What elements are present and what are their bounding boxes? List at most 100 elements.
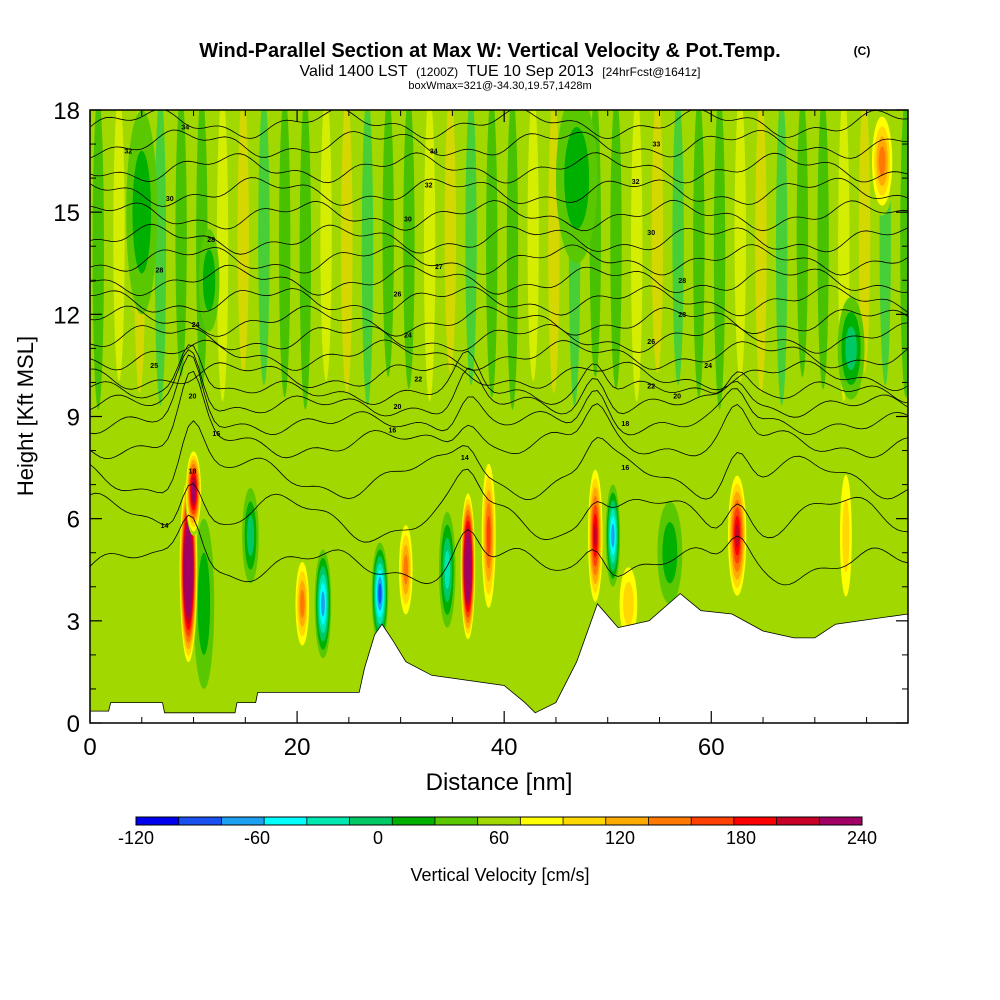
theta-contour-line: [90, 264, 908, 296]
theta-contour-line: [90, 349, 908, 418]
velocity-streak: [278, 110, 291, 398]
downdraft-contour: [202, 249, 216, 311]
theta-contours: [90, 110, 908, 586]
contour-label: 16: [212, 431, 220, 438]
velocity-cells: [126, 110, 895, 689]
velocity-streak: [444, 110, 457, 373]
downdraft-contour: [845, 326, 857, 371]
velocity-streak: [423, 110, 436, 402]
colorbar-swatch: [477, 817, 521, 825]
colorbar-swatch: [733, 817, 777, 825]
contour-label: 26: [394, 291, 402, 298]
updraft-contour: [187, 560, 190, 580]
box-wmax-info: boxWmax=321@-34.30,19.57,1428m: [408, 80, 591, 92]
contour-label: 16: [388, 428, 396, 435]
velocity-streak: [734, 110, 746, 382]
contour-label: 32: [124, 148, 132, 155]
contour-label: 18: [189, 468, 197, 475]
contour-label: 16: [621, 465, 629, 472]
contour-label: 34: [430, 148, 438, 155]
velocity-streak: [299, 110, 312, 410]
velocity-streak: [506, 110, 519, 410]
theta-contour-line: [90, 244, 908, 276]
velocity-streak: [796, 110, 809, 377]
contour-label: 24: [404, 332, 412, 339]
x-tick-label: 0: [83, 734, 96, 761]
contour-label: 28: [155, 268, 163, 275]
colorbar-swatch: [691, 817, 735, 825]
theta-contour-line: [90, 284, 908, 317]
contour-label: 22: [414, 377, 422, 384]
colorbar-swatch: [221, 817, 265, 825]
updraft-contour: [878, 146, 886, 176]
colorbar-tick-label: 60: [489, 828, 509, 848]
theta-contour-line: [90, 468, 908, 543]
contour-label: 14: [461, 455, 469, 462]
theta-contour-line: [90, 110, 908, 140]
velocity-streak: [610, 110, 622, 390]
valid-time-line: Valid 1400 LST (1200Z) TUE 10 Sep 2013 […: [299, 63, 700, 80]
chart-title: Wind-Parallel Section at Max W: Vertical…: [199, 40, 780, 62]
downdraft-contour: [246, 515, 255, 557]
updraft-contour: [403, 554, 409, 585]
colorbar-swatch: [392, 817, 436, 825]
x-tick-label: 40: [491, 734, 518, 761]
velocity-streaks: [92, 110, 908, 410]
velocity-streak: [755, 110, 767, 394]
contour-label: 28: [207, 237, 215, 244]
terrain-mask: [90, 593, 908, 723]
velocity-streak: [382, 110, 394, 377]
velocity-streak: [465, 110, 477, 386]
valid-date: TUE 10 Sep 2013: [467, 63, 594, 80]
contour-label: 34: [181, 125, 189, 132]
velocity-streak: [817, 110, 829, 390]
contour-label: 28: [678, 278, 686, 285]
downdraft-contour: [321, 591, 325, 617]
plot-area: 34 32 30 28 28 24 25 20 16 18 14 34 32 30 27 26 24 22 20 16…: [90, 110, 908, 723]
downdraft-contour: [444, 550, 450, 590]
theta-contour-line: [90, 152, 908, 184]
theta-contour-line: [90, 199, 908, 232]
y-tick-label: 12: [53, 302, 80, 329]
contour-label: 30: [404, 216, 412, 223]
contour-label: 30: [166, 196, 174, 203]
colorbar-swatch: [819, 817, 863, 825]
updraft-contour: [593, 522, 597, 549]
contour-label: 32: [632, 179, 640, 186]
colorbar: -120 -60 0 60 120 180 240: [118, 816, 877, 848]
velocity-streak: [858, 110, 871, 373]
updraft-contour: [486, 516, 491, 556]
downdraft-contour: [564, 127, 590, 230]
contour-label: 22: [647, 383, 655, 390]
velocity-streak: [92, 110, 104, 410]
contour-label: 20: [189, 394, 197, 401]
colorbar-tick-label: 180: [726, 828, 756, 848]
colorbar-tick-label: 240: [847, 828, 877, 848]
contour-label: 24: [192, 322, 200, 329]
y-tick-label: 9: [67, 405, 80, 432]
theta-contour-line: [90, 370, 908, 460]
theta-contour-line: [90, 514, 908, 586]
axes: 0 20 40 60 0 3 6 9 12 15 18: [53, 98, 908, 761]
contour-label: 14: [161, 523, 169, 530]
colorbar-tick-label: 120: [605, 828, 635, 848]
contour-label: 33: [652, 142, 660, 149]
contour-label: 18: [621, 421, 629, 428]
colorbar-swatch: [776, 817, 820, 825]
colorbar-swatch: [605, 817, 649, 825]
y-axis-label: Height [Kft MSL]: [13, 336, 38, 496]
updraft-contour: [842, 499, 850, 573]
downdraft-contour: [132, 150, 152, 274]
y-tick-label: 3: [67, 609, 80, 636]
contour-label: 32: [425, 182, 433, 189]
y-tick-label: 18: [53, 98, 80, 125]
velocity-streak: [693, 110, 705, 398]
colorbar-tick-label: -60: [244, 828, 270, 848]
colorbar-swatch: [434, 817, 478, 825]
velocity-streak: [237, 110, 249, 373]
colorbar-swatch: [264, 817, 308, 825]
colorbar-swatch: [520, 817, 564, 825]
valid-prefix: Valid 1400 LST: [299, 63, 407, 80]
velocity-streak: [258, 110, 270, 386]
